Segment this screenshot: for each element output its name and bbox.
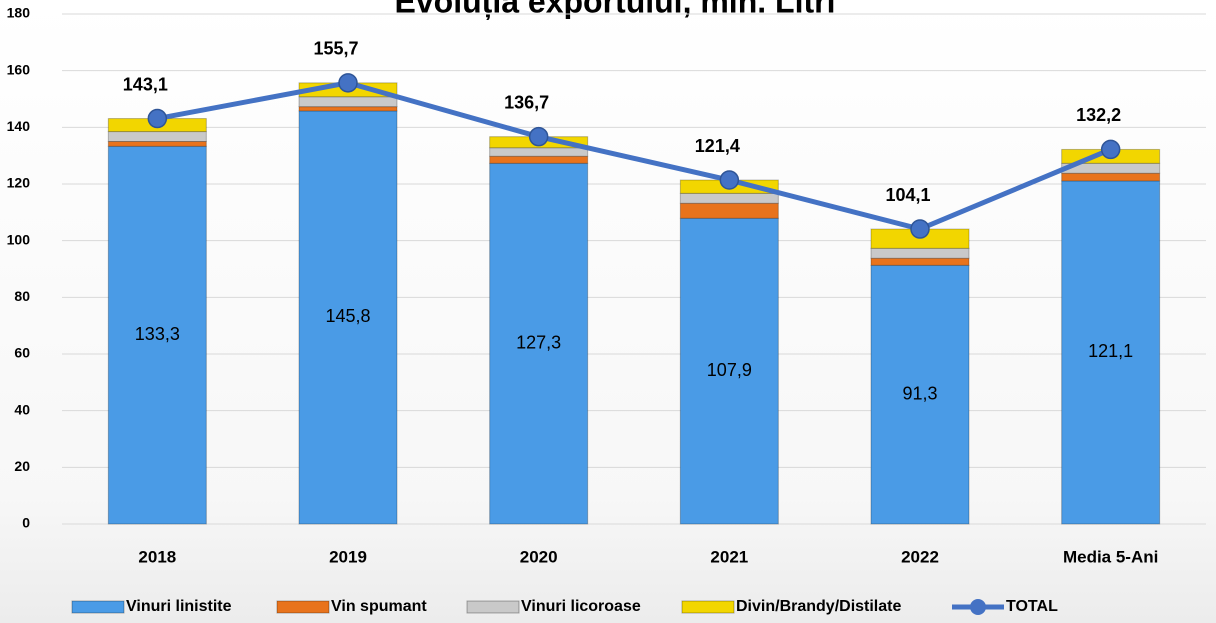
bar-segment [1061,172,1161,182]
bar-segment [679,192,779,204]
legend-swatch [681,600,735,614]
y-tick-label: 40 [14,401,30,417]
x-tick-label: 2022 [901,547,939,566]
total-point [719,170,740,190]
total-point [1100,139,1121,160]
total-label: 121,4 [695,136,740,156]
y-tick-label: 100 [7,231,31,247]
bar-segment [870,247,970,259]
bar-segment [679,217,779,525]
total-point [528,126,549,147]
legend-swatch [276,600,330,614]
total-line [156,80,1112,232]
data-label: 133,3 [135,324,180,344]
x-tick-label: Media 5-Ani [1063,547,1158,566]
legend-label: TOTAL [1006,598,1058,615]
bar-segment [107,145,207,525]
x-tick-label: 2018 [138,547,176,566]
bar-segment [870,257,970,266]
total-label: 104,1 [885,185,930,205]
y-tick-label: 120 [7,175,31,191]
legend-swatch [466,600,520,614]
data-label: 127,3 [516,332,561,352]
legend-swatch [71,600,125,614]
bar-segment [298,106,398,112]
legend-label: Divin/Brandy/Distilate [736,598,901,615]
data-label: 91,3 [902,383,937,403]
y-tick-label: 20 [14,458,30,474]
y-tick-label: 80 [14,288,30,304]
x-tick-label: 2020 [520,547,558,566]
data-label: 121,1 [1088,341,1133,361]
bar-segment [107,131,207,142]
data-label: 107,9 [707,360,752,380]
total-label: 155,7 [313,39,358,59]
bar-segment [1061,180,1161,525]
y-tick-label: 0 [22,515,30,531]
total-point [147,108,168,129]
total-label: 132,2 [1076,105,1121,125]
bar-segment [489,162,589,525]
legend-swatch [970,599,986,615]
y-tick-label: 160 [7,61,31,77]
x-tick-label: 2019 [329,547,367,566]
y-tick-label: 180 [7,5,31,21]
total-label: 136,7 [504,92,549,112]
bar-segment [679,202,779,219]
bar-segment [107,141,207,147]
y-tick-label: 140 [7,118,31,134]
total-point [910,219,930,239]
chart-title: Evoluția exportului, mln. Litri [395,0,836,19]
bar-segment [489,147,589,157]
total-point [338,73,358,93]
data-label: 145,8 [325,306,370,326]
legend-label: Vinuri licoroase [521,598,641,615]
legend-label: Vin spumant [331,598,427,615]
bar-segment [298,110,398,525]
legend-label: Vinuri linistite [126,598,232,615]
bar-segment [298,96,398,108]
total-label: 143,1 [123,74,168,94]
y-tick-label: 60 [14,345,30,361]
x-tick-label: 2021 [710,547,748,566]
bar-segment [489,155,589,164]
